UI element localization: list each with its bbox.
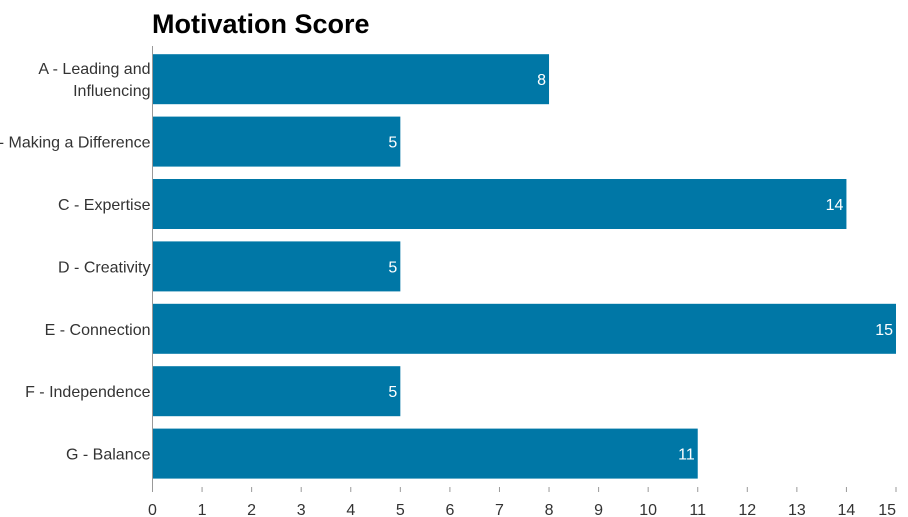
category-label: F - Independence <box>25 384 151 401</box>
bar <box>152 54 550 105</box>
category-label: B - Making a Difference <box>0 135 151 152</box>
x-tick-label: 3 <box>297 502 306 517</box>
bar <box>152 366 401 417</box>
category-label: G - Balance <box>66 447 151 464</box>
x-tick-label: 15 <box>878 502 896 517</box>
chart-title: Motivation Score <box>152 9 370 39</box>
x-tick-label: 2 <box>247 502 256 517</box>
data-label: 11 <box>678 447 695 464</box>
x-tick-label: 6 <box>445 502 454 517</box>
category-label: C - Expertise <box>58 197 151 214</box>
category-label: E - Connection <box>45 322 151 339</box>
x-tick-label: 11 <box>689 502 706 517</box>
data-label: 8 <box>537 72 546 89</box>
bar <box>152 428 698 479</box>
bar <box>152 303 896 354</box>
x-tick-label: 9 <box>594 502 603 517</box>
data-label: 15 <box>875 322 893 339</box>
x-tick-label: 5 <box>396 502 405 517</box>
x-tick-label: 10 <box>639 502 657 517</box>
x-tick-label: 4 <box>346 502 355 517</box>
data-label: 14 <box>826 197 844 214</box>
category-label: D - Creativity <box>58 259 150 276</box>
data-label: 5 <box>388 135 397 152</box>
x-tick-label: 14 <box>838 502 856 517</box>
data-label: 5 <box>388 259 397 276</box>
x-tick-label: 12 <box>738 502 756 517</box>
bar <box>152 241 401 292</box>
x-tick-label: 0 <box>148 502 157 517</box>
x-tick-label: 8 <box>545 502 554 517</box>
x-tick-label: 7 <box>495 502 504 517</box>
bar <box>152 179 847 229</box>
x-tick-label: 13 <box>788 502 806 517</box>
data-label: 5 <box>388 384 397 401</box>
bar <box>152 116 401 167</box>
category-label: A - Leading and Influencing <box>38 61 150 100</box>
x-tick-label: 1 <box>198 502 207 517</box>
